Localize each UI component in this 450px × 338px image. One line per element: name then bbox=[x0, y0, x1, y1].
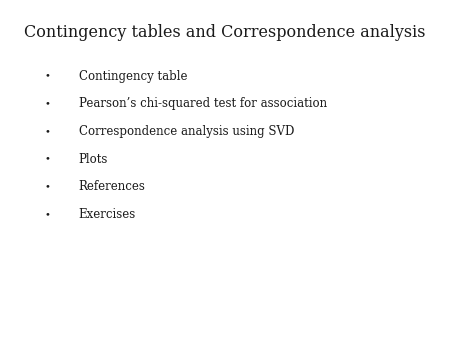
Text: Contingency tables and Correspondence analysis: Contingency tables and Correspondence an… bbox=[24, 24, 426, 41]
Text: •: • bbox=[44, 183, 50, 191]
Text: References: References bbox=[79, 180, 146, 193]
Text: Pearson’s chi-squared test for association: Pearson’s chi-squared test for associati… bbox=[79, 97, 327, 110]
Text: •: • bbox=[44, 72, 50, 80]
Text: Exercises: Exercises bbox=[79, 208, 136, 221]
Text: Plots: Plots bbox=[79, 153, 108, 166]
Text: •: • bbox=[44, 155, 50, 164]
Text: Contingency table: Contingency table bbox=[79, 70, 187, 82]
Text: •: • bbox=[44, 210, 50, 219]
Text: •: • bbox=[44, 127, 50, 136]
Text: Correspondence analysis using SVD: Correspondence analysis using SVD bbox=[79, 125, 294, 138]
Text: •: • bbox=[44, 99, 50, 108]
